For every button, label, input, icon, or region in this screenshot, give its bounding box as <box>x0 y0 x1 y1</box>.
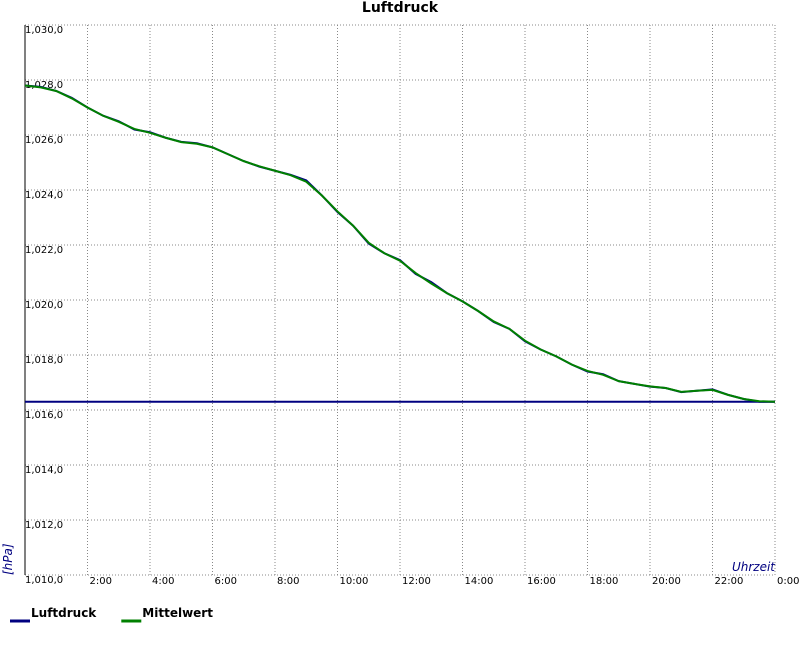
y-tick-label: 1,020,0 <box>25 300 63 311</box>
chart-title: Luftdruck <box>362 0 439 16</box>
x-tick-label: 10:00 <box>340 576 369 587</box>
x-tick-label: 0:00 <box>777 576 799 587</box>
x-tick-label: 8:00 <box>277 576 299 587</box>
y-axis-label: [hPa] <box>1 543 15 575</box>
legend-label: Mittelwert <box>142 606 213 620</box>
x-axis-label: Uhrzeit <box>732 560 776 574</box>
x-tick-label: 2:00 <box>90 576 112 587</box>
legend-label: Luftdruck <box>31 606 97 620</box>
x-tick-label: 4:00 <box>152 576 174 587</box>
x-tick-label: 18:00 <box>590 576 619 587</box>
y-tick-label: 1,022,0 <box>25 245 63 256</box>
x-tick-label: 22:00 <box>715 576 744 587</box>
y-tick-label: 1,026,0 <box>25 135 63 146</box>
y-tick-label: 1,030,0 <box>25 25 63 36</box>
y-tick-label: 1,028,0 <box>25 80 63 91</box>
data-line <box>24 84 776 403</box>
y-tick-label: 1,024,0 <box>25 190 63 201</box>
y-tick-label: 1,010,0 <box>25 575 63 586</box>
x-tick-label: 14:00 <box>465 576 494 587</box>
data-line <box>24 84 775 403</box>
y-tick-label: 1,016,0 <box>25 410 63 421</box>
x-tick-label: 16:00 <box>527 576 556 587</box>
y-tick-label: 1,014,0 <box>25 465 63 476</box>
x-tick-label: 12:00 <box>402 576 431 587</box>
x-tick-label: 6:00 <box>215 576 237 587</box>
y-tick-label: 1,018,0 <box>25 355 63 366</box>
x-tick-label: 20:00 <box>652 576 681 587</box>
y-tick-label: 1,012,0 <box>25 520 63 531</box>
